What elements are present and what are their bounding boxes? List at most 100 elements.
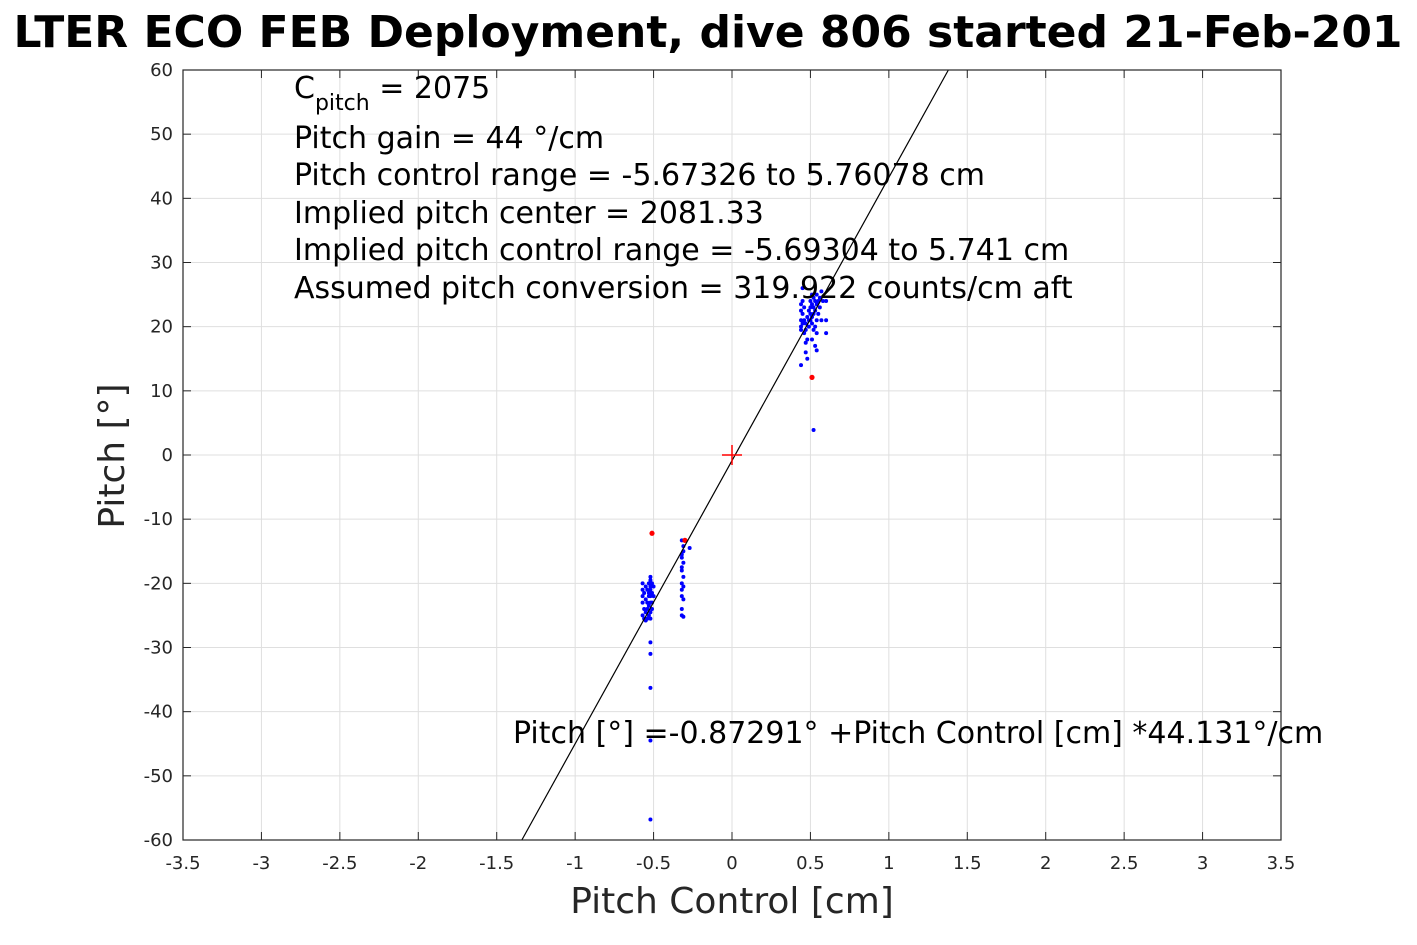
data-point bbox=[809, 292, 814, 297]
data-point bbox=[809, 302, 814, 307]
data-point bbox=[800, 286, 805, 291]
y-tick-label: -40 bbox=[144, 702, 173, 723]
data-point bbox=[640, 581, 645, 586]
data-point bbox=[806, 324, 811, 329]
x-tick-label: -2.5 bbox=[322, 853, 357, 874]
data-point bbox=[819, 318, 824, 323]
grid bbox=[182, 69, 1282, 841]
data-point bbox=[805, 315, 810, 320]
data-point bbox=[679, 607, 684, 611]
data-point bbox=[817, 295, 822, 300]
y-tick-label: 10 bbox=[150, 381, 173, 402]
data-point bbox=[799, 308, 804, 313]
y-tick-label: 40 bbox=[150, 188, 173, 209]
x-tick-label: -3 bbox=[252, 853, 270, 874]
x-tick-label: -3.5 bbox=[165, 853, 200, 874]
data-point bbox=[809, 374, 815, 380]
data-point bbox=[648, 616, 653, 621]
fit-equation-label: Pitch [°] =-0.87291° +Pitch Control [cm]… bbox=[513, 716, 1323, 751]
data-point bbox=[640, 594, 645, 599]
x-axis-label: Pitch Control [cm] bbox=[570, 881, 894, 922]
y-axis-label: Pitch [°] bbox=[92, 383, 133, 528]
y-tick-label: -30 bbox=[144, 638, 173, 659]
data-point bbox=[814, 292, 819, 297]
data-point bbox=[800, 299, 805, 303]
data-point bbox=[814, 348, 819, 353]
annotation-assumed-pitch-conversion: Assumed pitch conversion = 319.922 count… bbox=[294, 271, 1073, 306]
data-point bbox=[646, 613, 651, 618]
x-tick-label: 3 bbox=[1197, 853, 1208, 874]
data-point bbox=[679, 565, 684, 570]
data-point bbox=[648, 587, 653, 592]
data-point bbox=[809, 337, 814, 342]
y-tick-label: -50 bbox=[144, 766, 173, 787]
data-point bbox=[805, 337, 810, 342]
x-tick-label: -1 bbox=[566, 853, 584, 874]
data-point bbox=[679, 568, 684, 573]
data-point bbox=[681, 584, 686, 589]
data-point bbox=[799, 324, 804, 329]
data-point bbox=[808, 299, 813, 303]
data-point bbox=[645, 607, 650, 611]
data-point bbox=[650, 590, 655, 595]
data-point bbox=[682, 537, 688, 543]
data-point bbox=[651, 594, 656, 599]
x-tick-label: 1.5 bbox=[953, 853, 982, 874]
data-point bbox=[679, 581, 684, 586]
data-point bbox=[640, 587, 645, 592]
data-point bbox=[646, 581, 651, 586]
data-point bbox=[642, 590, 647, 595]
data-point bbox=[648, 685, 653, 690]
annotation-cpitch: Cpitch = 2075 bbox=[294, 71, 490, 116]
data-point bbox=[681, 574, 686, 579]
y-tick-label: 60 bbox=[150, 60, 173, 81]
data-point bbox=[799, 318, 804, 323]
data-point bbox=[811, 427, 816, 432]
data-point bbox=[799, 302, 804, 307]
data-point bbox=[824, 299, 829, 303]
data-point bbox=[802, 305, 807, 310]
x-tick-label: 0.5 bbox=[796, 853, 825, 874]
data-point bbox=[820, 299, 825, 303]
data-point bbox=[640, 600, 645, 605]
data-point bbox=[813, 299, 818, 303]
x-tick-labels: -3.5 -3 -2.5 -2 -1.5 -1 -0.5 0 0.5 1 1.5 2 2.5 3 3.5 bbox=[165, 70, 1295, 874]
data-point bbox=[681, 597, 686, 602]
data-point bbox=[814, 331, 819, 336]
data-point bbox=[681, 560, 686, 565]
data-point bbox=[800, 311, 805, 316]
annotation-pitch-gain: Pitch gain = 44 °/cm bbox=[294, 121, 604, 156]
data-point bbox=[679, 555, 684, 560]
data-point bbox=[824, 331, 829, 336]
scatter-points bbox=[640, 286, 829, 822]
data-point bbox=[808, 305, 813, 310]
data-point bbox=[648, 640, 653, 645]
data-point bbox=[643, 584, 648, 589]
y-tick-label: 20 bbox=[150, 317, 173, 338]
data-point bbox=[643, 610, 648, 615]
data-point bbox=[808, 311, 813, 316]
annotation-pitch-control-range: Pitch control range = -5.67326 to 5.7607… bbox=[294, 158, 985, 193]
data-point bbox=[809, 321, 814, 326]
data-point bbox=[651, 584, 656, 589]
data-point bbox=[645, 587, 650, 592]
y-tick-label: 0 bbox=[162, 445, 173, 466]
data-point bbox=[803, 321, 808, 326]
data-point bbox=[648, 817, 653, 822]
x-tick-label: 3.5 bbox=[1267, 853, 1296, 874]
data-point bbox=[811, 305, 816, 310]
data-point bbox=[806, 308, 811, 313]
data-point bbox=[805, 356, 810, 361]
y-tick-label: -10 bbox=[144, 509, 173, 530]
x-tick-label: -0.5 bbox=[636, 853, 671, 874]
data-point bbox=[814, 318, 819, 323]
data-point bbox=[640, 613, 645, 618]
data-point bbox=[649, 530, 655, 536]
x-tick-label: 2 bbox=[1040, 853, 1051, 874]
data-point bbox=[819, 289, 824, 294]
data-point bbox=[813, 343, 818, 348]
data-point bbox=[803, 350, 808, 355]
y-tick-label: -20 bbox=[144, 573, 173, 594]
data-point bbox=[679, 594, 684, 599]
